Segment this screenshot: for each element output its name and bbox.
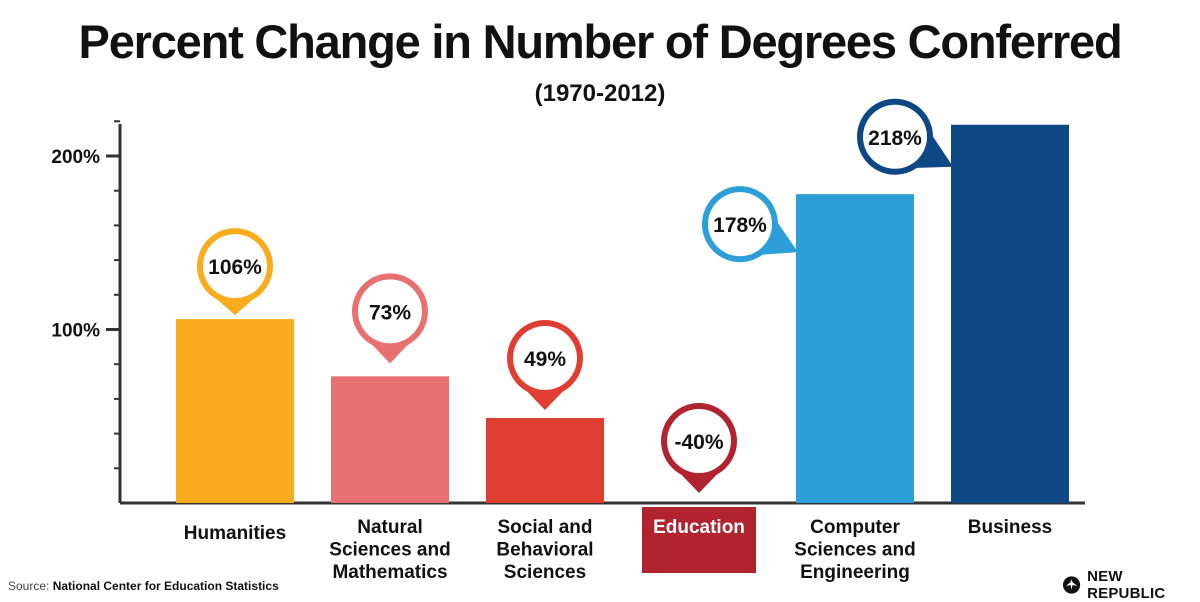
eagle-icon <box>1062 576 1081 594</box>
data-label: 218% <box>868 127 922 150</box>
source-note: Source: National Center for Education St… <box>8 579 279 593</box>
value-marker <box>702 186 798 263</box>
bar-2 <box>486 417 604 503</box>
source-prefix: Source: <box>8 579 50 593</box>
pin-pointer <box>372 345 408 364</box>
publisher-logo: NEW REPUBLIC <box>1062 568 1200 602</box>
value-marker <box>197 228 273 316</box>
y-tick-label: 100% <box>51 321 100 342</box>
pin-face <box>667 409 731 473</box>
pin-pointer <box>681 474 717 493</box>
category-label: Sciences and <box>794 540 915 561</box>
bar-0 <box>176 319 294 503</box>
y-tick-label: 200% <box>51 147 100 168</box>
pin-pointer <box>217 299 253 316</box>
data-label: 73% <box>369 301 411 324</box>
value-marker <box>352 273 428 364</box>
bar-5 <box>951 124 1069 504</box>
bar-4 <box>796 194 914 504</box>
pin-face <box>358 279 422 344</box>
value-marker <box>661 403 737 493</box>
value-marker <box>507 319 583 410</box>
category-label: Education <box>653 517 745 538</box>
chart-subtitle: (1970-2012) <box>534 80 666 107</box>
bar-1 <box>331 376 449 503</box>
pin-pointer <box>527 391 563 410</box>
highlight-box <box>642 507 756 573</box>
chart-title: Percent Change in Number of Degrees Conf… <box>78 15 1123 68</box>
category-label: Business <box>968 517 1052 538</box>
category-label: Engineering <box>800 562 910 583</box>
source-name: National Center for Education Statistics <box>52 579 279 593</box>
category-label: Natural <box>357 517 422 538</box>
data-label: 106% <box>208 256 262 279</box>
pin-face <box>513 325 577 390</box>
pin-pointer <box>916 136 953 168</box>
category-label: Computer <box>810 517 900 538</box>
pin-pointer <box>762 223 798 255</box>
data-label: 178% <box>713 214 767 237</box>
data-label: 49% <box>524 348 566 371</box>
category-label: Humanities <box>184 523 286 544</box>
category-label: Sciences and <box>329 540 450 561</box>
pin-face <box>708 192 772 257</box>
logo-text: NEW REPUBLIC <box>1087 568 1166 602</box>
category-label: Social and <box>497 517 592 538</box>
value-marker <box>857 98 953 175</box>
category-label: Behavioral <box>496 540 593 561</box>
category-label: Mathematics <box>332 562 447 583</box>
category-label: Sciences <box>504 562 586 583</box>
data-label: -40% <box>674 431 723 454</box>
pin-face <box>203 234 267 299</box>
pin-face <box>863 104 927 169</box>
